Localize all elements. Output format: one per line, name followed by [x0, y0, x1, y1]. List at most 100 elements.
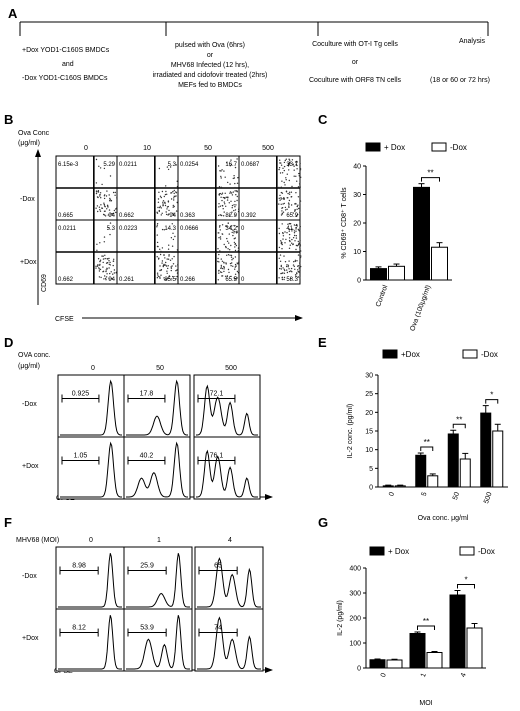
event-dot	[110, 213, 112, 215]
event-dot	[168, 254, 170, 256]
event-dot	[98, 267, 100, 269]
event-dot	[226, 275, 229, 277]
quadrant-lr-value: 94	[108, 213, 115, 219]
event-dot	[278, 246, 281, 249]
event-dot	[223, 243, 225, 246]
event-dot	[230, 200, 232, 202]
event-dot	[157, 274, 159, 276]
significance-bracket	[485, 399, 499, 404]
histogram-curve	[196, 384, 258, 436]
event-dot	[234, 246, 236, 248]
event-dot	[237, 263, 239, 265]
event-dot	[285, 238, 287, 241]
event-dot	[160, 207, 162, 209]
event-dot	[220, 170, 222, 172]
event-dot	[279, 260, 282, 262]
step2-line5: MEFs fed to BMDCs	[178, 82, 242, 89]
event-dot	[226, 162, 228, 164]
event-dot	[159, 276, 161, 278]
histogram-curve	[197, 616, 261, 670]
significance-label: *	[490, 391, 493, 400]
event-dot	[109, 233, 111, 236]
event-dot	[288, 237, 291, 239]
event-dot	[220, 175, 222, 178]
event-dot	[225, 246, 227, 249]
event-dot	[283, 276, 286, 279]
bar	[382, 485, 394, 488]
event-dot	[106, 268, 108, 270]
event-dot	[162, 201, 164, 203]
event-dot	[235, 194, 237, 196]
event-dot	[288, 260, 290, 262]
event-dot	[235, 244, 238, 247]
event-dot	[98, 270, 101, 272]
event-dot	[299, 225, 301, 228]
event-dot	[298, 271, 300, 273]
event-dot	[233, 204, 235, 206]
event-dot	[221, 169, 223, 171]
y-tick-label: 25	[365, 391, 373, 398]
event-dot	[162, 203, 164, 205]
event-dot	[295, 202, 297, 205]
event-dot	[176, 275, 178, 278]
event-dot	[299, 169, 302, 171]
quadrant-ur-value: 5.3	[168, 162, 177, 168]
event-dot	[170, 266, 172, 268]
event-dot	[293, 224, 296, 226]
event-dot	[228, 242, 230, 244]
event-dot	[103, 236, 106, 238]
event-dot	[218, 261, 220, 263]
event-dot	[279, 199, 281, 201]
bar	[369, 659, 386, 669]
event-dot	[225, 196, 227, 198]
y-tick-label: 300	[349, 591, 361, 598]
event-dot	[95, 265, 97, 267]
event-dot	[281, 180, 283, 182]
event-dot	[96, 249, 98, 251]
event-dot	[114, 194, 116, 196]
event-dot	[296, 208, 298, 210]
event-dot	[292, 163, 294, 165]
event-dot	[234, 278, 236, 280]
event-dot	[220, 177, 222, 179]
histogram-curve	[60, 379, 122, 436]
event-dot	[175, 278, 177, 280]
legend-swatch	[459, 546, 475, 556]
event-dot	[232, 177, 234, 180]
event-dot	[172, 275, 174, 278]
bar	[459, 458, 471, 488]
event-dot	[281, 278, 284, 281]
histogram-frame	[123, 436, 191, 500]
event-dot	[110, 271, 112, 273]
step3-line1: Coculture with OT-I Tg cells	[312, 41, 398, 48]
event-dot	[233, 209, 235, 212]
event-dot	[287, 266, 289, 268]
dot-plot: 0.0223 14.3 0.261 85.5	[116, 219, 179, 285]
event-dot	[156, 224, 158, 226]
event-dot	[291, 228, 293, 230]
quadrant-ul-value: 0	[241, 226, 245, 232]
event-dot	[162, 265, 164, 268]
event-dot	[278, 197, 280, 199]
event-dot	[230, 265, 232, 267]
event-dot	[230, 226, 232, 228]
dot-plot: 0.0666 34.2 0.266 65.5	[177, 219, 241, 285]
event-dot	[225, 205, 227, 207]
event-dot	[234, 268, 236, 270]
event-dot	[102, 261, 104, 264]
event-dot	[95, 182, 98, 184]
event-dot	[234, 206, 236, 208]
event-dot	[223, 170, 225, 172]
event-dot	[160, 269, 163, 271]
event-dot	[160, 250, 162, 253]
panel-f: F MHV68 (MOI) 0 1 4 -Dox +Dox CFSE 8.982…	[4, 515, 273, 675]
event-dot	[236, 182, 239, 184]
event-dot	[165, 278, 168, 281]
event-dot	[226, 225, 228, 228]
event-dot	[299, 202, 301, 204]
panel-d-title-line2: (μg/ml)	[18, 363, 40, 370]
panel-label-a: A	[8, 6, 18, 21]
event-dot	[231, 194, 234, 196]
event-dot	[166, 258, 168, 260]
event-dot	[298, 207, 300, 210]
